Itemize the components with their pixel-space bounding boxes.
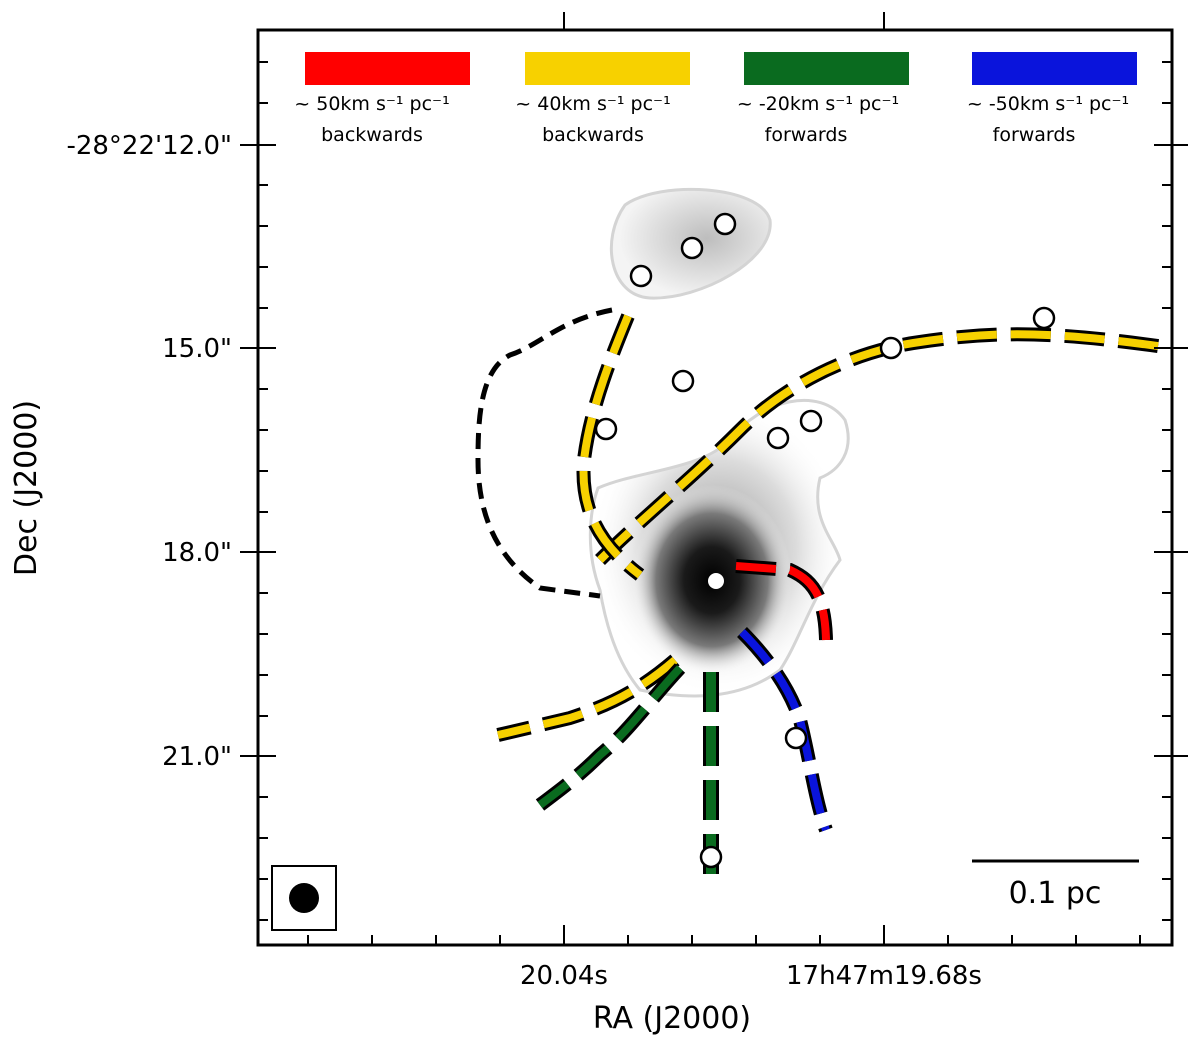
green-filament-diagonal	[537, 665, 683, 809]
legend-label-green-line1: ~ -20km s⁻¹ pc⁻¹	[737, 93, 899, 115]
legend-swatch-yellow	[525, 52, 690, 85]
legend-label-blue-line1: ~ -50km s⁻¹ pc⁻¹	[967, 93, 1129, 115]
core-source-marker	[708, 573, 724, 589]
y-tick-label: 21.0"	[162, 742, 232, 772]
source-marker	[879, 336, 903, 360]
source-marker	[629, 264, 653, 288]
legend-label-yellow-line2: backwards	[542, 124, 644, 146]
point-sources	[594, 212, 1056, 869]
yellow-filament-lower	[497, 656, 678, 739]
y-tick-label: 18.0"	[162, 538, 232, 568]
source-marker	[784, 726, 808, 750]
blue-filament	[739, 629, 830, 832]
legend-swatch-red	[305, 52, 470, 85]
legend: ~ 50km s⁻¹ pc⁻¹ backwards ~ 40km s⁻¹ pc⁻…	[294, 52, 1137, 146]
black-filament	[475, 307, 613, 599]
source-marker	[699, 845, 723, 869]
tick-marks	[240, 12, 1188, 945]
y-axis-title: Dec (J2000)	[9, 400, 44, 576]
legend-label-yellow-line1: ~ 40km s⁻¹ pc⁻¹	[515, 93, 670, 115]
source-marker	[713, 212, 737, 236]
y-tick-label: -28°22'12.0"	[66, 131, 232, 161]
x-tick-label: 20.04s	[520, 961, 608, 991]
x-axis-title: RA (J2000)	[593, 1001, 751, 1036]
source-marker	[799, 409, 823, 433]
source-marker	[671, 369, 695, 393]
scale-bar-label: 0.1 pc	[1009, 876, 1102, 911]
source-marker	[1032, 306, 1056, 330]
beam-ellipse	[289, 883, 319, 913]
legend-label-green-line2: forwards	[765, 124, 848, 146]
legend-swatch-green	[744, 52, 909, 85]
plot-frame	[256, 28, 1174, 947]
legend-label-red-line2: backwards	[321, 124, 423, 146]
beam-indicator	[271, 865, 337, 931]
source-marker	[680, 236, 704, 260]
legend-label-blue-line2: forwards	[993, 124, 1076, 146]
scale-bar: 0.1 pc	[972, 859, 1139, 911]
source-marker	[594, 417, 618, 441]
x-tick-label: 17h47m19.68s	[786, 961, 982, 991]
source-marker	[766, 426, 790, 450]
red-filament	[735, 562, 830, 641]
yellow-filament-arc	[597, 330, 1172, 563]
legend-swatch-blue	[972, 52, 1137, 85]
legend-label-red-line1: ~ 50km s⁻¹ pc⁻¹	[294, 93, 449, 115]
y-tick-label: 15.0"	[162, 334, 232, 364]
yellow-filament-inner	[579, 314, 643, 579]
